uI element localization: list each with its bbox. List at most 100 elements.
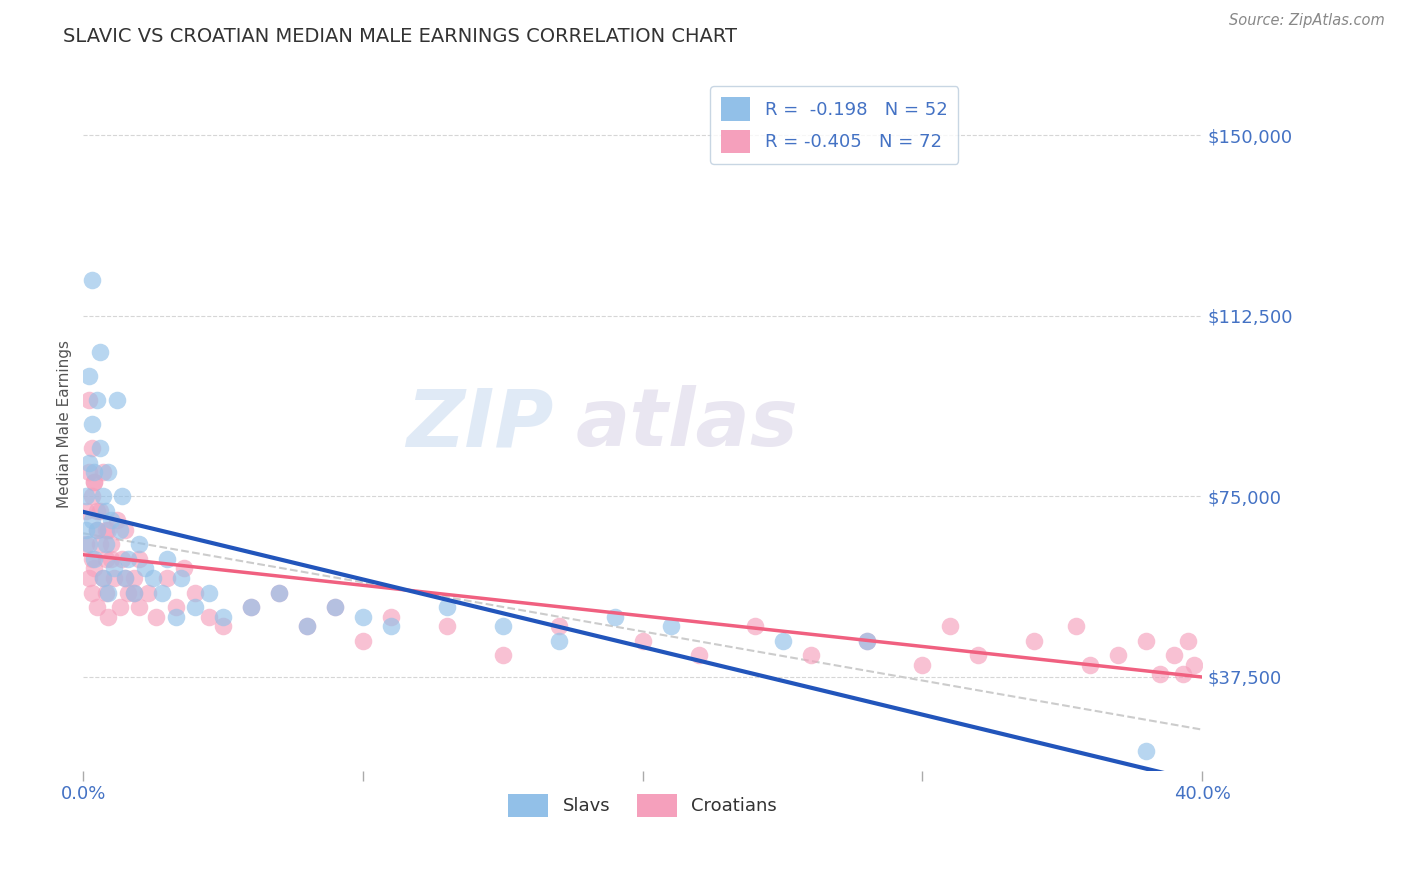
Point <box>1171 667 1194 681</box>
Point <box>89 344 111 359</box>
Point <box>911 657 934 672</box>
Point <box>165 609 187 624</box>
Point <box>128 600 150 615</box>
Point <box>492 648 515 662</box>
Point <box>80 272 103 286</box>
Point <box>105 513 128 527</box>
Point <box>122 585 145 599</box>
Y-axis label: Median Male Earnings: Median Male Earnings <box>58 340 72 508</box>
Point <box>91 465 114 479</box>
Point <box>380 609 402 624</box>
Point <box>352 633 374 648</box>
Point <box>77 537 100 551</box>
Point <box>165 600 187 615</box>
Point <box>83 465 105 479</box>
Point <box>1163 648 1185 662</box>
Point <box>94 523 117 537</box>
Point <box>89 441 111 455</box>
Point <box>97 523 120 537</box>
Point <box>94 585 117 599</box>
Point <box>150 585 173 599</box>
Point <box>184 600 207 615</box>
Point <box>800 648 823 662</box>
Text: ZIP: ZIP <box>406 385 553 463</box>
Point <box>80 441 103 455</box>
Point <box>659 619 682 633</box>
Point <box>269 585 291 599</box>
Point <box>77 456 100 470</box>
Point <box>603 609 626 624</box>
Point <box>1107 648 1129 662</box>
Point <box>436 619 458 633</box>
Point <box>855 633 877 648</box>
Point <box>83 552 105 566</box>
Point <box>198 609 221 624</box>
Point <box>80 489 103 503</box>
Point <box>772 633 794 648</box>
Point <box>83 561 105 575</box>
Point <box>156 552 179 566</box>
Point <box>967 648 990 662</box>
Point <box>75 523 97 537</box>
Text: Source: ZipAtlas.com: Source: ZipAtlas.com <box>1229 13 1385 29</box>
Point <box>156 571 179 585</box>
Point <box>1135 744 1157 758</box>
Point <box>89 537 111 551</box>
Point <box>75 504 97 518</box>
Point <box>1024 633 1046 648</box>
Point <box>1135 633 1157 648</box>
Point <box>295 619 318 633</box>
Point <box>240 600 263 615</box>
Point <box>1177 633 1199 648</box>
Point <box>111 489 134 503</box>
Text: SLAVIC VS CROATIAN MEDIAN MALE EARNINGS CORRELATION CHART: SLAVIC VS CROATIAN MEDIAN MALE EARNINGS … <box>63 27 737 45</box>
Point <box>86 392 108 407</box>
Point <box>80 513 103 527</box>
Point <box>436 600 458 615</box>
Point <box>184 585 207 599</box>
Point <box>198 585 221 599</box>
Point <box>212 609 235 624</box>
Point <box>323 600 346 615</box>
Point <box>97 585 120 599</box>
Point <box>173 561 195 575</box>
Point <box>80 585 103 599</box>
Point <box>939 619 962 633</box>
Point <box>240 600 263 615</box>
Point <box>83 475 105 489</box>
Point <box>136 585 159 599</box>
Point <box>122 585 145 599</box>
Point <box>91 571 114 585</box>
Point <box>114 571 136 585</box>
Point <box>94 537 117 551</box>
Point <box>492 619 515 633</box>
Point <box>323 600 346 615</box>
Point <box>145 609 167 624</box>
Point <box>100 537 122 551</box>
Point <box>547 633 569 648</box>
Point <box>108 600 131 615</box>
Point <box>1066 619 1088 633</box>
Point <box>1149 667 1171 681</box>
Point <box>75 537 97 551</box>
Point <box>75 489 97 503</box>
Point <box>170 571 193 585</box>
Point <box>380 619 402 633</box>
Point <box>89 504 111 518</box>
Point <box>1078 657 1101 672</box>
Point <box>91 489 114 503</box>
Point <box>117 552 139 566</box>
Point <box>91 571 114 585</box>
Point <box>77 571 100 585</box>
Point <box>80 552 103 566</box>
Point <box>128 552 150 566</box>
Point <box>269 585 291 599</box>
Point <box>855 633 877 648</box>
Point <box>142 571 165 585</box>
Point <box>100 513 122 527</box>
Point <box>86 523 108 537</box>
Point <box>86 600 108 615</box>
Point <box>114 571 136 585</box>
Point <box>105 392 128 407</box>
Point <box>117 585 139 599</box>
